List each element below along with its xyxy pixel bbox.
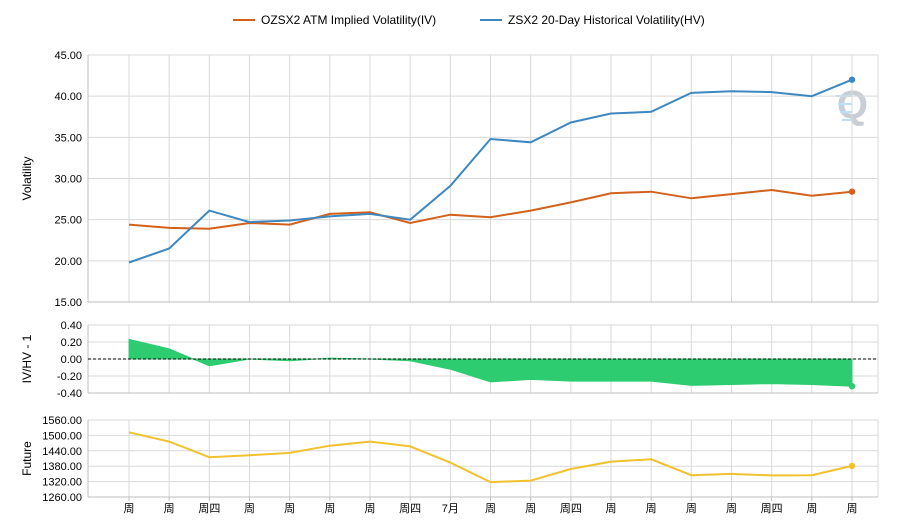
series-line-hv bbox=[128, 78, 853, 264]
x-tick-label: 周四 bbox=[761, 502, 783, 515]
y-axis-title: Volatility bbox=[20, 156, 34, 200]
series-end-marker bbox=[848, 462, 856, 470]
y-tick-label: -0.20 bbox=[57, 371, 82, 383]
x-tick-label: 周 bbox=[485, 502, 496, 515]
legend-label: ZSX2 20-Day Historical Volatility(HV) bbox=[508, 13, 705, 27]
y-tick-label: 1500.00 bbox=[42, 430, 82, 442]
series-end-marker bbox=[848, 76, 856, 83]
x-axis-labels: 周 周 周四 周 周 周 周 周四 7月 周 周 周四 周 周 周 周 周四 周 周 bbox=[124, 497, 858, 515]
legend-label: OZSX2 ATM Implied Volatility(IV) bbox=[261, 13, 436, 27]
series-end-marker bbox=[848, 383, 856, 390]
y-tick-label: 15.00 bbox=[54, 297, 82, 309]
y-tick-label: 20.00 bbox=[54, 256, 82, 268]
panel-volatility: 15.00 20.00 25.00 30.00 35.00 40.00 45.00 Volat… bbox=[20, 50, 879, 309]
y-axis-title: Future bbox=[20, 441, 34, 476]
x-tick-label: 周 bbox=[847, 502, 858, 515]
y-tick-label: 45.00 bbox=[54, 50, 82, 62]
x-tick-label: 周 bbox=[646, 502, 657, 515]
x-tick-label: 周四 bbox=[560, 502, 582, 515]
x-tick-label: 7月 bbox=[442, 503, 459, 515]
x-tick-label: 周 bbox=[164, 502, 175, 515]
panel-iv_hv: -0.40 -0.20 0.00 0.20 0.40 IV/HV - 1 bbox=[20, 320, 879, 400]
iv-hv-area bbox=[128, 338, 853, 387]
y-tick-label: 25.00 bbox=[54, 215, 82, 227]
x-tick-label: 周四 bbox=[399, 502, 421, 515]
y-tick-label: 40.00 bbox=[54, 91, 82, 103]
x-tick-label: 周 bbox=[726, 502, 737, 515]
y-tick-label: 30.00 bbox=[54, 174, 82, 186]
y-axis-title: IV/HV - 1 bbox=[20, 334, 34, 383]
y-tick-label: 1440.00 bbox=[42, 446, 82, 458]
x-tick-label: 周 bbox=[365, 502, 376, 515]
y-tick-label: 1320.00 bbox=[42, 477, 82, 489]
x-tick-label: 周 bbox=[124, 502, 135, 515]
series-end-marker bbox=[848, 188, 856, 195]
x-tick-label: 周 bbox=[244, 502, 255, 515]
x-tick-label: 周 bbox=[606, 502, 617, 515]
y-tick-label: -0.40 bbox=[57, 388, 82, 400]
x-tick-label: 周 bbox=[525, 502, 536, 515]
y-tick-label: 1260.00 bbox=[42, 492, 82, 504]
x-tick-label: 周 bbox=[324, 502, 335, 515]
y-tick-label: 35.00 bbox=[54, 132, 82, 144]
x-tick-label: 周 bbox=[284, 502, 295, 515]
x-tick-label: 周四 bbox=[198, 502, 220, 515]
future-line bbox=[128, 431, 853, 484]
x-tick-label: 周 bbox=[806, 502, 817, 515]
y-tick-label: 1380.00 bbox=[42, 461, 82, 473]
y-tick-label: 0.20 bbox=[61, 337, 82, 349]
panel-future: 1260.00 1320.00 1380.00 1440.00 1500.00 1560.… bbox=[20, 415, 879, 504]
y-tick-label: 1560.00 bbox=[42, 415, 82, 427]
y-tick-label: 0.40 bbox=[61, 320, 82, 332]
y-tick-label: 0.00 bbox=[61, 354, 82, 366]
x-tick-label: 周 bbox=[686, 502, 697, 515]
legend: OZSX2 ATM Implied Volatility(IV) ZSX2 20-… bbox=[233, 13, 705, 27]
